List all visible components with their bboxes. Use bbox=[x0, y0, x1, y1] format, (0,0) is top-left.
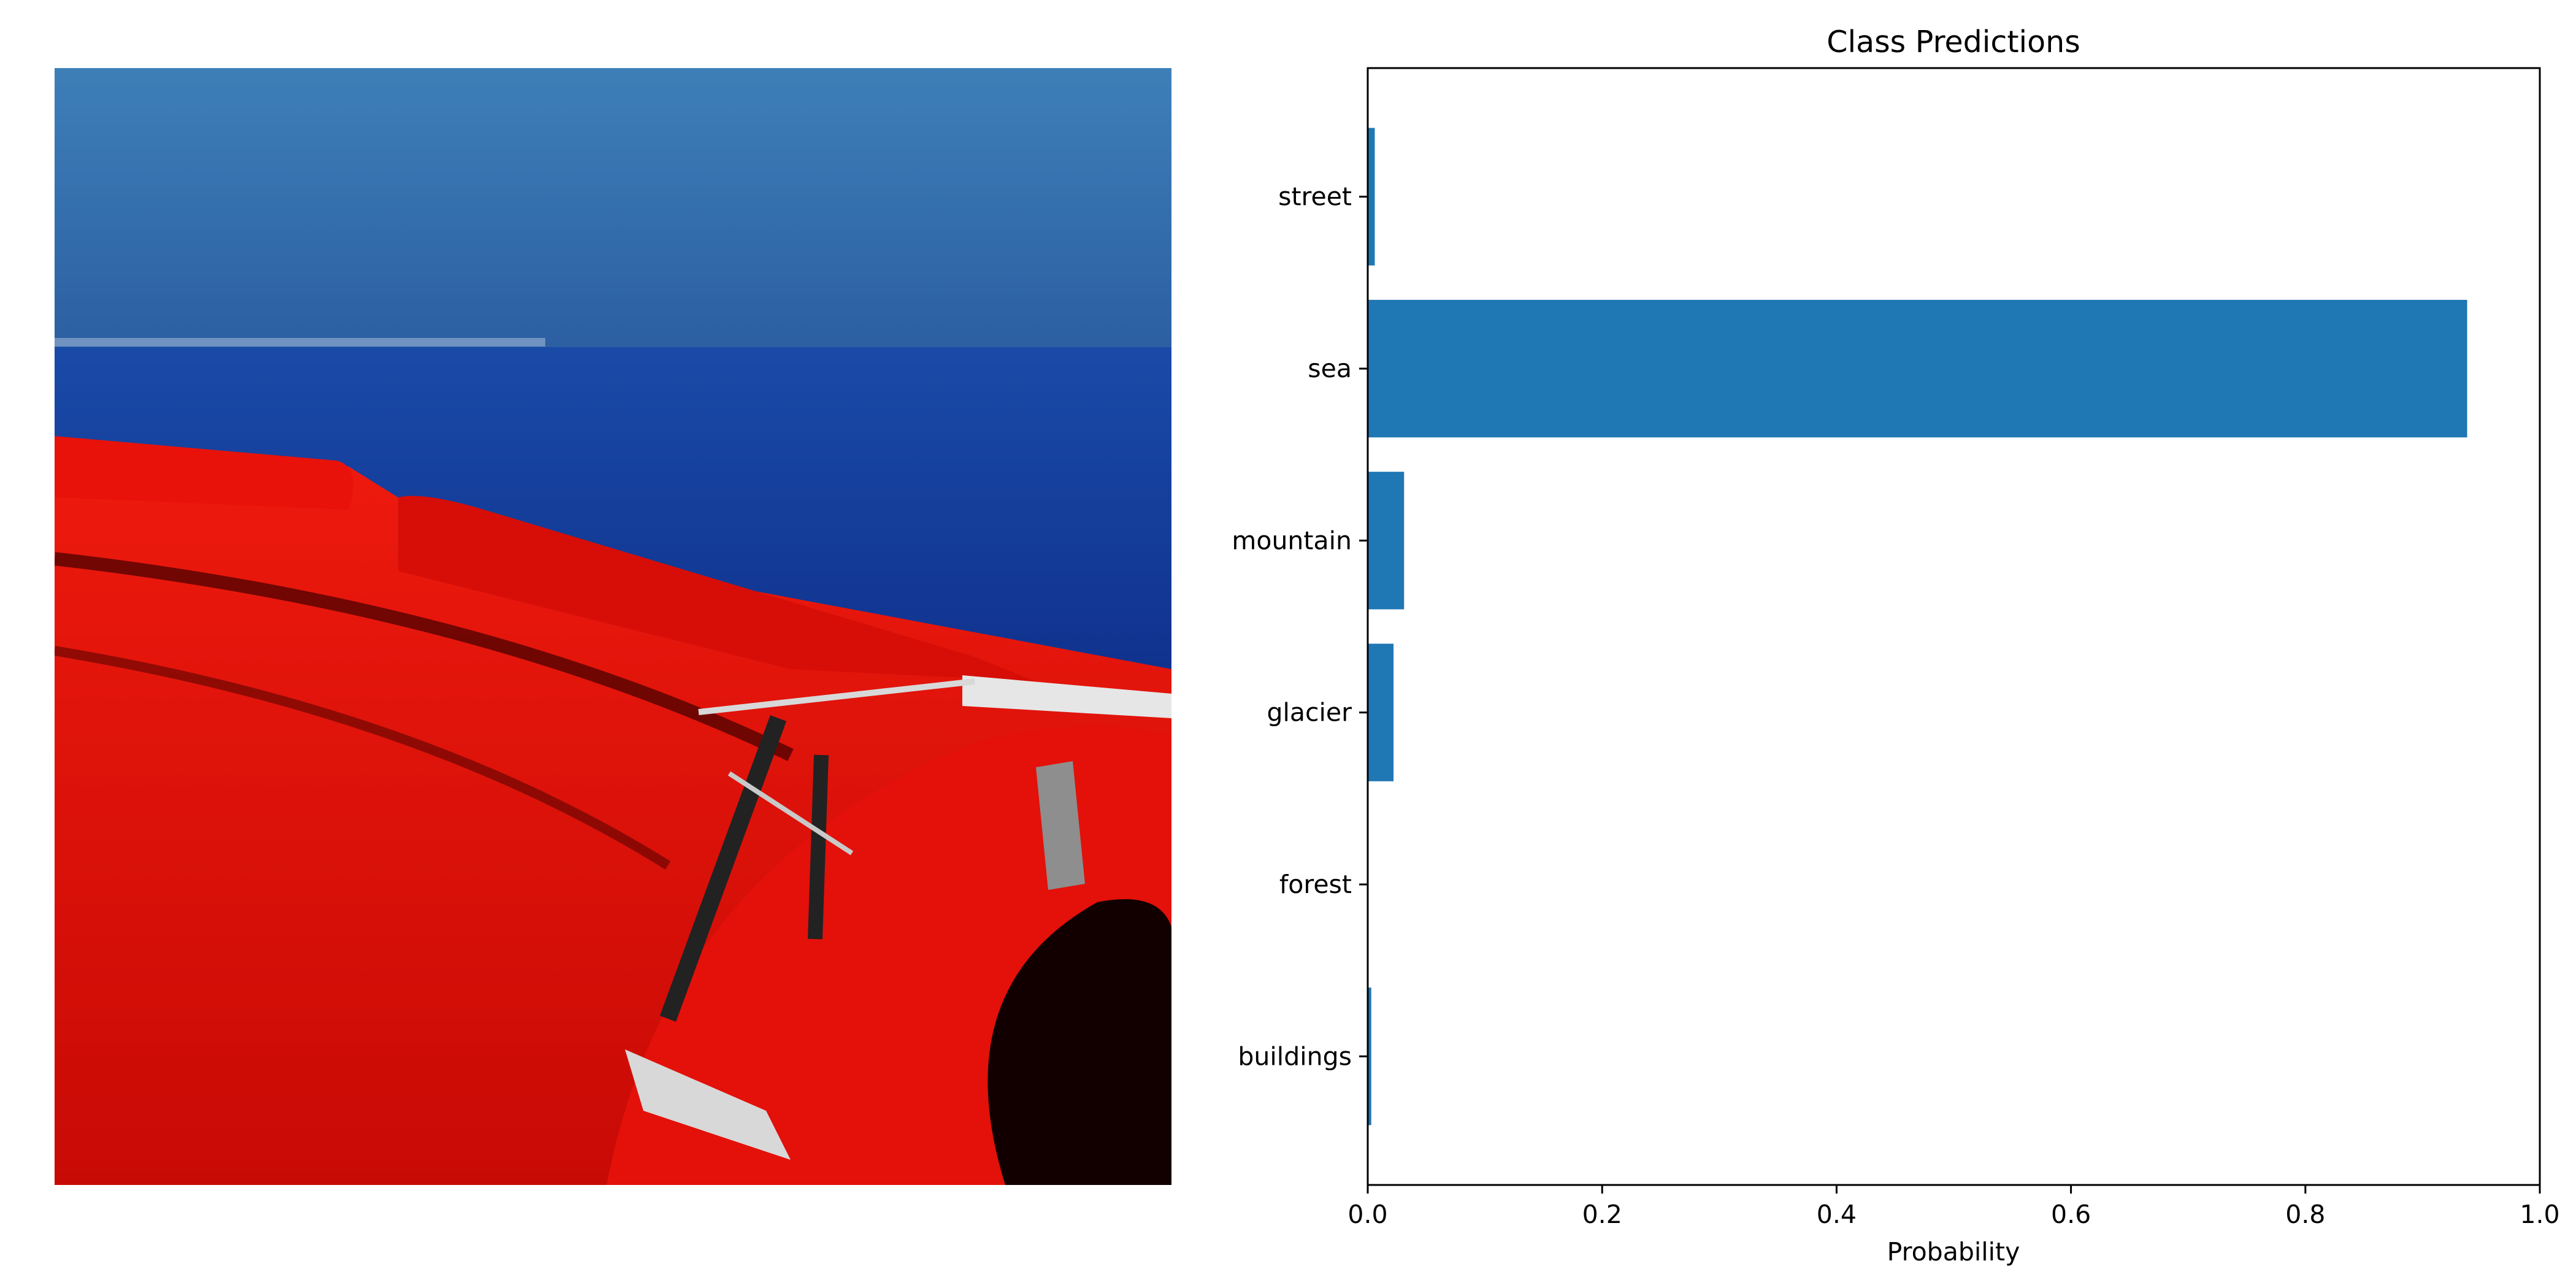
x-axis-label: Probability bbox=[1887, 1237, 2020, 1267]
y-tick-label-sea: sea bbox=[1308, 354, 1352, 383]
y-tick-label-buildings: buildings bbox=[1238, 1041, 1352, 1071]
input-image bbox=[55, 68, 1171, 1185]
y-tick-label-forest: forest bbox=[1279, 870, 1352, 899]
chart-title: Class Predictions bbox=[1827, 25, 2080, 59]
bar-sea bbox=[1368, 299, 2467, 438]
boat-sea-photo bbox=[55, 68, 1171, 1185]
x-tick-label: 0.6 bbox=[2051, 1200, 2091, 1229]
x-tick-label: 0.2 bbox=[1582, 1200, 1622, 1229]
bar-mountain bbox=[1368, 472, 1405, 610]
y-tick-label-street: street bbox=[1278, 182, 1352, 212]
x-tick-label: 0.0 bbox=[1347, 1200, 1387, 1229]
x-tick-label: 0.4 bbox=[1817, 1200, 1857, 1229]
y-tick-label-mountain: mountain bbox=[1232, 526, 1352, 555]
ticks-layer: buildings forest glacier mountain sea street 0… bbox=[1232, 182, 2559, 1229]
x-tick-label: 0.8 bbox=[2285, 1200, 2325, 1229]
axes-frame bbox=[1367, 67, 2541, 1186]
x-tick-label: 1.0 bbox=[2520, 1200, 2559, 1229]
bars-layer bbox=[1368, 128, 2467, 1125]
bar-glacier bbox=[1368, 643, 1394, 781]
bar-buildings bbox=[1368, 987, 1371, 1125]
y-tick-label-glacier: glacier bbox=[1267, 698, 1352, 727]
bar-street bbox=[1368, 128, 1375, 266]
